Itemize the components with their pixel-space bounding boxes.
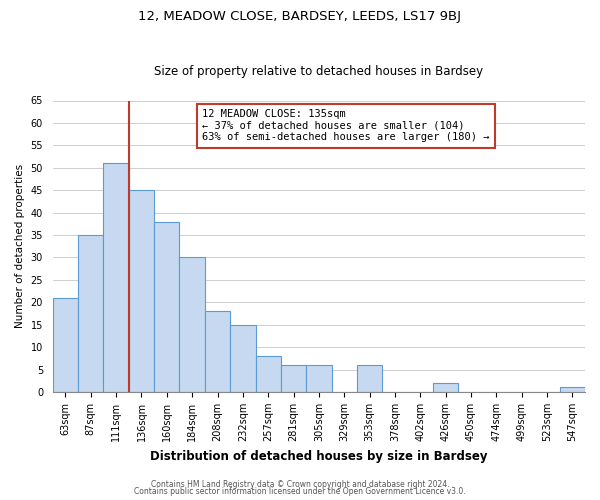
Title: Size of property relative to detached houses in Bardsey: Size of property relative to detached ho… <box>154 66 484 78</box>
Text: 12, MEADOW CLOSE, BARDSEY, LEEDS, LS17 9BJ: 12, MEADOW CLOSE, BARDSEY, LEEDS, LS17 9… <box>139 10 461 23</box>
Bar <box>281 365 306 392</box>
Bar <box>179 258 205 392</box>
Bar <box>256 356 281 392</box>
Bar <box>129 190 154 392</box>
X-axis label: Distribution of detached houses by size in Bardsey: Distribution of detached houses by size … <box>150 450 488 462</box>
Bar <box>103 164 129 392</box>
Bar <box>230 324 256 392</box>
Bar <box>433 383 458 392</box>
Bar <box>357 365 382 392</box>
Bar <box>78 235 103 392</box>
Bar <box>306 365 332 392</box>
Text: Contains HM Land Registry data © Crown copyright and database right 2024.: Contains HM Land Registry data © Crown c… <box>151 480 449 489</box>
Text: 12 MEADOW CLOSE: 135sqm
← 37% of detached houses are smaller (104)
63% of semi-d: 12 MEADOW CLOSE: 135sqm ← 37% of detache… <box>202 109 490 142</box>
Bar <box>53 298 78 392</box>
Text: Contains public sector information licensed under the Open Government Licence v3: Contains public sector information licen… <box>134 487 466 496</box>
Bar <box>560 388 585 392</box>
Y-axis label: Number of detached properties: Number of detached properties <box>15 164 25 328</box>
Bar <box>154 222 179 392</box>
Bar <box>205 311 230 392</box>
